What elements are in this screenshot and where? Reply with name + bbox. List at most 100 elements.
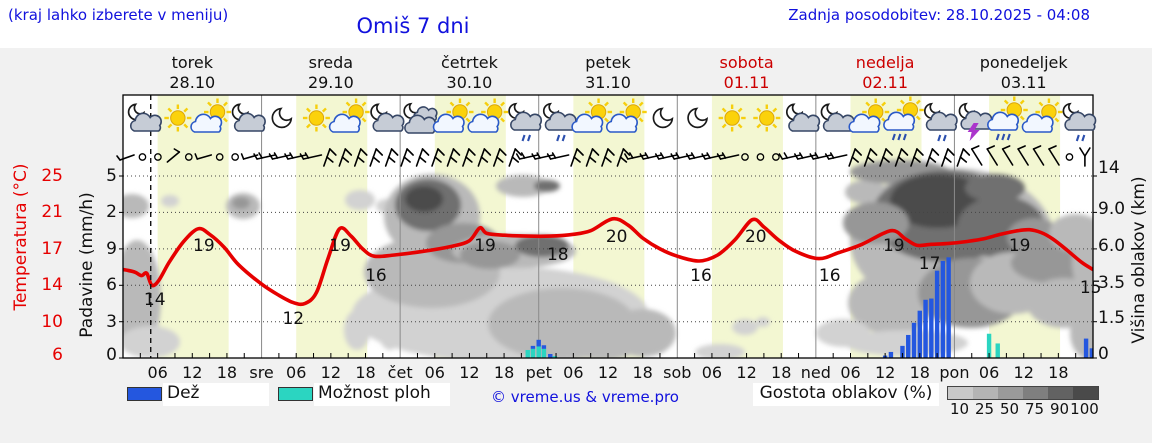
shower-legend-swatch xyxy=(278,387,313,401)
temp-value-label: 20 xyxy=(605,226,628,247)
cloudheight-tick: 3.5 xyxy=(1098,273,1126,293)
weather-icon-moon-clouds xyxy=(403,102,438,134)
weather-icon-sun-cloud xyxy=(1021,98,1063,133)
weather-icon-sun-cloud xyxy=(848,98,890,133)
day-band xyxy=(157,95,229,358)
temp-tick-25: 25 xyxy=(41,166,63,186)
weather-icon-sun xyxy=(302,104,330,132)
weather-icon-sun-cloud xyxy=(467,98,509,133)
precip-tick: 9 xyxy=(106,238,117,259)
time-label-18: 18 xyxy=(771,363,792,382)
day-date: 03.11 xyxy=(1000,73,1047,92)
time-label-06: 06 xyxy=(147,363,168,382)
cloudheight-tick: 1.5 xyxy=(1098,308,1126,328)
weather-icon-sun-cloud xyxy=(328,98,370,133)
weather-icon-sun-cloud xyxy=(190,98,231,133)
temp-tick-6: 6 xyxy=(52,345,63,365)
temp-value-label: 20 xyxy=(744,226,767,247)
cloud-scale-segment xyxy=(998,387,1023,399)
temp-tick-21: 21 xyxy=(41,202,63,223)
time-label-18: 18 xyxy=(909,363,930,382)
precip-tick: 2 xyxy=(106,202,117,223)
weather-icon-sun-rain xyxy=(883,96,924,141)
cloud-scale-number: 90 xyxy=(1049,400,1070,418)
weather-icon-sun xyxy=(164,104,192,132)
day-date: 29.10 xyxy=(307,73,354,92)
temp-value-label: 18 xyxy=(546,244,569,265)
time-label-18: 18 xyxy=(355,363,376,382)
weather-icon-moon-rain xyxy=(542,102,577,142)
cloud-scale-segment xyxy=(1073,387,1098,399)
temp-value-label: 17 xyxy=(918,253,941,274)
weather-icon-moon xyxy=(687,107,708,129)
weather-icon-moon-cloud xyxy=(231,103,266,132)
weather-icon-moon-cloud xyxy=(370,103,405,132)
time-label-12: 12 xyxy=(874,363,896,382)
time-label-06: 06 xyxy=(563,363,584,382)
weather-icon-moon-cloud xyxy=(820,103,855,132)
day-date: 30.10 xyxy=(446,73,493,92)
time-label-18: 18 xyxy=(493,363,515,382)
time-label-18: 18 xyxy=(1048,363,1069,382)
temperature-curve xyxy=(123,216,1093,307)
day-name-sreda: sreda xyxy=(308,53,354,72)
time-label-12: 12 xyxy=(736,363,757,382)
day-name-četrtek: četrtek xyxy=(440,53,498,72)
cloud-scale-segment xyxy=(973,387,998,399)
weather-icon-sun-rain xyxy=(987,96,1028,141)
menu-hint-note: (kraj lahko izberete v meniju) xyxy=(8,6,229,24)
temp-value-label: 14 xyxy=(143,290,166,311)
day-abbr-pet: pet xyxy=(525,363,552,382)
temp-value-label: 19 xyxy=(882,235,905,256)
time-label-18: 18 xyxy=(632,363,653,382)
day-name-sobota: sobota xyxy=(719,53,774,72)
cloud-scale-segment xyxy=(948,387,973,399)
cloudheight-tick: 6.0 xyxy=(1098,236,1126,256)
weather-icon-sun-cloud xyxy=(432,98,474,133)
time-label-12: 12 xyxy=(459,363,480,382)
cloud-scale-number: 25 xyxy=(974,400,995,418)
weather-icon-moon-cloud xyxy=(127,103,162,132)
weather-icon-sun xyxy=(718,104,746,132)
day-abbr-ned: ned xyxy=(800,363,831,382)
cloud-height-axis-title: Višina oblakov (km) xyxy=(1129,176,1149,344)
day-name-torek: torek xyxy=(171,53,213,72)
rain-legend-label: Dež xyxy=(163,383,269,406)
time-label-06: 06 xyxy=(424,363,445,382)
page-title: Omiš 7 dni xyxy=(356,14,470,38)
cloudheight-tick: 0 xyxy=(1098,344,1109,364)
precip-tick: 5 xyxy=(106,166,117,186)
cloud-scale-number: 10 xyxy=(949,400,970,418)
last-updated: Zadnja posodobitev: 28.10.2025 - 04:08 xyxy=(788,6,1090,24)
cloud-scale-number: 50 xyxy=(999,400,1020,418)
cloud-density-scale-bar xyxy=(947,386,1099,400)
weather-icon-moon-cloud xyxy=(785,103,821,132)
day-abbr-sre: sre xyxy=(249,363,274,382)
temp-value-label: 19 xyxy=(1008,235,1031,256)
time-label-18: 18 xyxy=(216,363,238,382)
weather-icons-row xyxy=(127,96,1097,142)
day-date: 02.11 xyxy=(862,73,909,92)
precip-tick: 3 xyxy=(106,311,117,332)
day-date: 01.11 xyxy=(723,73,770,92)
day-date: 28.10 xyxy=(169,73,216,92)
weather-icon-moon xyxy=(271,107,293,129)
weather-icon-moon-rain xyxy=(508,102,543,142)
weather-icon-sun-cloud xyxy=(605,98,647,133)
cloud-scale-segment xyxy=(1048,387,1073,399)
cloud-scale-segment xyxy=(1023,387,1048,399)
wind-barbs-row xyxy=(116,145,1091,167)
rain-legend-swatch xyxy=(127,387,162,401)
precipitation-bars xyxy=(525,257,1093,358)
temp-value-label: 19 xyxy=(329,235,351,256)
weather-icon-moon-rain xyxy=(1062,102,1097,142)
temp-value-label: 16 xyxy=(818,266,841,287)
day-date: 31.10 xyxy=(585,73,631,92)
cloud-density-legend-label: Gostota oblakov (%) xyxy=(753,383,939,406)
time-label-12: 12 xyxy=(182,363,203,382)
cloudheight-tick: 9.0 xyxy=(1098,199,1126,219)
copyright-link[interactable]: © vreme.us & vreme.pro xyxy=(491,388,679,406)
weather-icon-sun xyxy=(753,104,781,132)
